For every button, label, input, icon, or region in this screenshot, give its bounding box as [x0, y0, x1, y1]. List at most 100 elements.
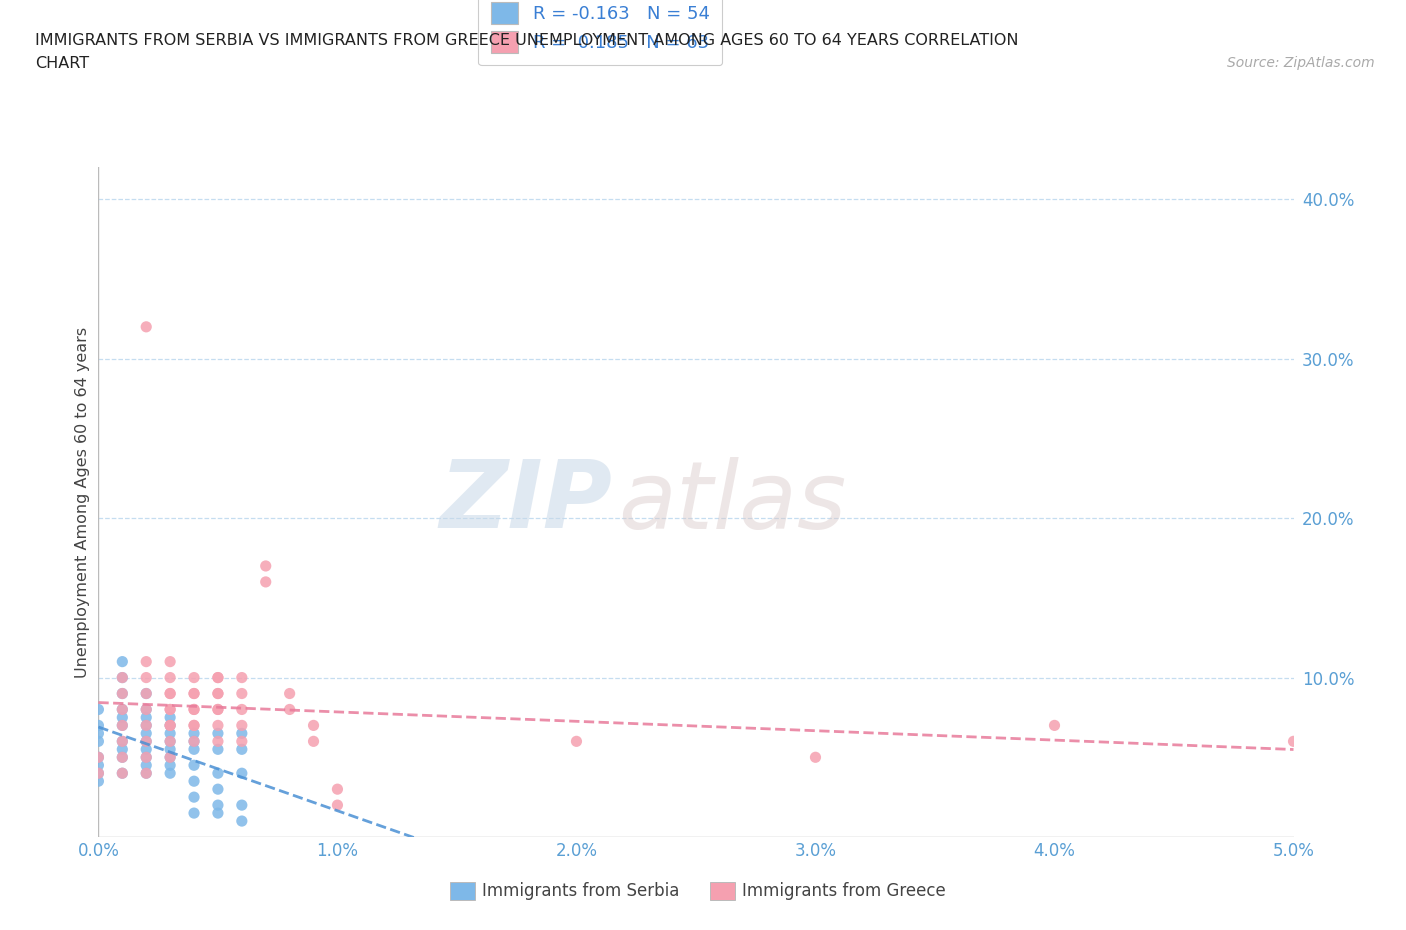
Point — [111, 702, 134, 717]
Point — [1282, 734, 1305, 749]
Point — [183, 702, 205, 717]
Point — [87, 750, 110, 764]
Point — [231, 734, 253, 749]
Point — [159, 686, 181, 701]
Point — [302, 718, 325, 733]
Point — [135, 686, 157, 701]
Point — [87, 774, 110, 789]
Point — [159, 686, 181, 701]
Point — [111, 734, 134, 749]
Point — [111, 686, 134, 701]
Point — [183, 702, 205, 717]
Y-axis label: Unemployment Among Ages 60 to 64 years: Unemployment Among Ages 60 to 64 years — [75, 326, 90, 678]
Point — [183, 790, 205, 804]
Point — [207, 782, 229, 797]
Point — [278, 702, 301, 717]
Point — [207, 686, 229, 701]
Point — [135, 319, 157, 334]
Point — [207, 671, 229, 685]
Point — [135, 702, 157, 717]
Point — [159, 734, 181, 749]
Point — [159, 654, 181, 669]
Point — [326, 798, 349, 813]
Point — [111, 702, 134, 717]
Point — [231, 798, 253, 813]
Point — [159, 765, 181, 780]
Point — [135, 726, 157, 741]
Point — [135, 710, 157, 724]
Point — [207, 765, 229, 780]
Point — [231, 718, 253, 733]
Point — [159, 734, 181, 749]
Point — [111, 765, 134, 780]
Point — [159, 750, 181, 764]
Point — [183, 686, 205, 701]
Point — [159, 718, 181, 733]
Point — [135, 765, 157, 780]
Text: IMMIGRANTS FROM SERBIA VS IMMIGRANTS FROM GREECE UNEMPLOYMENT AMONG AGES 60 TO 6: IMMIGRANTS FROM SERBIA VS IMMIGRANTS FRO… — [35, 33, 1019, 47]
Point — [254, 559, 277, 574]
Point — [183, 742, 205, 757]
Point — [135, 671, 157, 685]
Point — [207, 702, 229, 717]
Point — [183, 671, 205, 685]
Point — [207, 798, 229, 813]
Point — [111, 734, 134, 749]
Point — [135, 758, 157, 773]
Point — [207, 702, 229, 717]
Point — [207, 742, 229, 757]
Point — [87, 765, 110, 780]
Point — [135, 742, 157, 757]
Point — [231, 671, 253, 685]
Point — [135, 750, 157, 764]
Point — [183, 718, 205, 733]
Point — [135, 734, 157, 749]
Point — [207, 718, 229, 733]
Point — [231, 765, 253, 780]
Point — [183, 774, 205, 789]
Point — [183, 686, 205, 701]
Point — [159, 702, 181, 717]
Point — [135, 718, 157, 733]
Point — [254, 575, 277, 590]
Point — [111, 742, 134, 757]
Point — [135, 750, 157, 764]
Point — [278, 686, 301, 701]
Point — [207, 805, 229, 820]
Point — [159, 718, 181, 733]
Point — [87, 718, 110, 733]
Text: atlas: atlas — [619, 457, 846, 548]
Point — [207, 671, 229, 685]
Point — [326, 782, 349, 797]
Point — [135, 654, 157, 669]
Point — [159, 726, 181, 741]
Text: Source: ZipAtlas.com: Source: ZipAtlas.com — [1227, 56, 1375, 70]
Point — [159, 750, 181, 764]
Point — [231, 702, 253, 717]
Point — [135, 702, 157, 717]
Point — [183, 805, 205, 820]
Point — [135, 686, 157, 701]
Point — [231, 686, 253, 701]
Point — [159, 702, 181, 717]
Point — [183, 734, 205, 749]
Point — [159, 671, 181, 685]
Text: CHART: CHART — [35, 56, 89, 71]
Point — [159, 758, 181, 773]
Point — [87, 750, 110, 764]
Point — [183, 718, 205, 733]
Point — [183, 726, 205, 741]
Text: Immigrants from Greece: Immigrants from Greece — [742, 882, 946, 900]
Point — [565, 734, 588, 749]
Point — [111, 750, 134, 764]
Point — [111, 710, 134, 724]
Point — [207, 686, 229, 701]
Point — [804, 750, 827, 764]
Point — [111, 718, 134, 733]
Point — [1043, 718, 1066, 733]
Text: ZIP: ZIP — [440, 457, 613, 548]
Text: Immigrants from Serbia: Immigrants from Serbia — [482, 882, 679, 900]
Legend: R = -0.163   N = 54, R =  0.185   N = 63: R = -0.163 N = 54, R = 0.185 N = 63 — [478, 0, 723, 65]
Point — [111, 654, 134, 669]
Point — [207, 734, 229, 749]
